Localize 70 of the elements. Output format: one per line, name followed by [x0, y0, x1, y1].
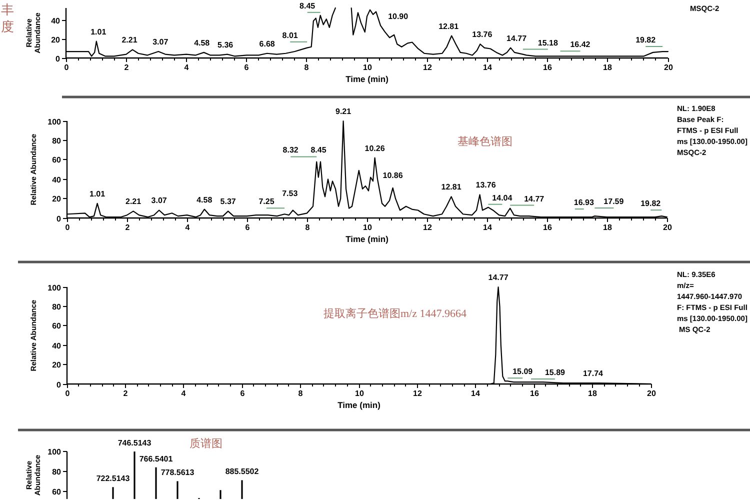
peak-label: 2.21	[126, 197, 142, 206]
xtick-label: 10	[363, 223, 372, 232]
ytick-label: 40	[52, 342, 61, 350]
category-label: 722.5143	[96, 474, 130, 484]
peak-label: 15.89	[544, 368, 565, 378]
ytick-label: 60	[52, 488, 61, 496]
peak-label: 16.93	[574, 198, 594, 208]
xtick-label: 2	[125, 223, 130, 232]
xlabel: Time (min)	[346, 234, 388, 244]
ytick-label: 100	[48, 284, 61, 292]
peak-label: 7.25	[258, 197, 274, 206]
peak-label: 12.81	[441, 182, 462, 192]
xtick-label: 8	[298, 389, 303, 398]
peak-label: 7.53	[282, 189, 298, 198]
peak-label: 10.26	[364, 144, 385, 153]
category-label: 746.5143	[118, 438, 152, 448]
ytick-label: 100	[48, 118, 61, 126]
xtick-label: 6	[245, 223, 250, 232]
peak-label: 13.76	[476, 180, 496, 190]
xtick-label: 10	[355, 389, 364, 398]
xtick-label: 16	[530, 389, 539, 398]
peak-label: 8.45	[310, 146, 326, 155]
ytick-label: 20	[52, 360, 61, 370]
xtick-label: 0	[65, 223, 70, 232]
peak-label: 4.58	[196, 195, 212, 204]
xtick-label: 12	[423, 223, 432, 232]
ytick-label: 60	[52, 156, 61, 164]
xtick-label: 6	[240, 389, 245, 398]
ytick-label: 80	[52, 136, 61, 146]
ytick-label: 80	[52, 468, 61, 476]
title: 基峰色谱图	[458, 136, 512, 148]
peak-label: 15.09	[512, 367, 533, 376]
peak-label: 10.86	[382, 170, 403, 180]
peak-label: 17.74	[583, 369, 604, 378]
title: 质谱图	[190, 438, 222, 450]
peak-label: 14.04	[492, 193, 512, 202]
xtick-label: 14	[471, 389, 480, 398]
ytick-label: 0	[56, 214, 61, 224]
xtick-label: 8	[305, 223, 310, 232]
peak-label: 19.82	[640, 199, 661, 208]
category-label: 778.5613	[160, 468, 194, 478]
peak-label: 14.77	[488, 273, 508, 282]
xtick-label: 2	[123, 389, 128, 398]
peak-label: 9.21	[336, 107, 352, 116]
ytick-label: 80	[52, 302, 61, 312]
xtick-label: 18	[588, 389, 597, 398]
peak-label: 1.01	[90, 189, 106, 198]
xtick-label: 16	[543, 223, 552, 232]
peak-label: 14.77	[524, 194, 544, 204]
peak-label: 5.37	[220, 197, 236, 206]
category-label: 885.5502	[225, 467, 259, 476]
ytick-label: 60	[52, 322, 61, 330]
xlabel: Time (min)	[338, 400, 380, 410]
category-label: 766.5401	[139, 454, 173, 464]
xtick-label: 4	[185, 223, 190, 232]
xtick-label: 0	[65, 389, 70, 398]
xtick-label: 20	[647, 389, 656, 398]
xtick-label: 14	[483, 223, 492, 232]
ytick-label: 0	[56, 380, 61, 390]
ytick-label: 20	[52, 194, 61, 204]
ytick-label: 100	[48, 448, 61, 456]
ytick-label: 40	[52, 176, 61, 184]
peak-label: 3.07	[151, 196, 167, 206]
xtick-label: 20	[663, 223, 672, 232]
xtick-label: 12	[413, 389, 422, 398]
peak-label: 8.32	[282, 146, 298, 155]
xtick-label: 18	[603, 223, 612, 232]
title: 提取离子色谱图m/z 1447.9664	[324, 308, 466, 320]
peak-label: 17.59	[604, 197, 624, 206]
xtick-label: 4	[181, 389, 186, 398]
